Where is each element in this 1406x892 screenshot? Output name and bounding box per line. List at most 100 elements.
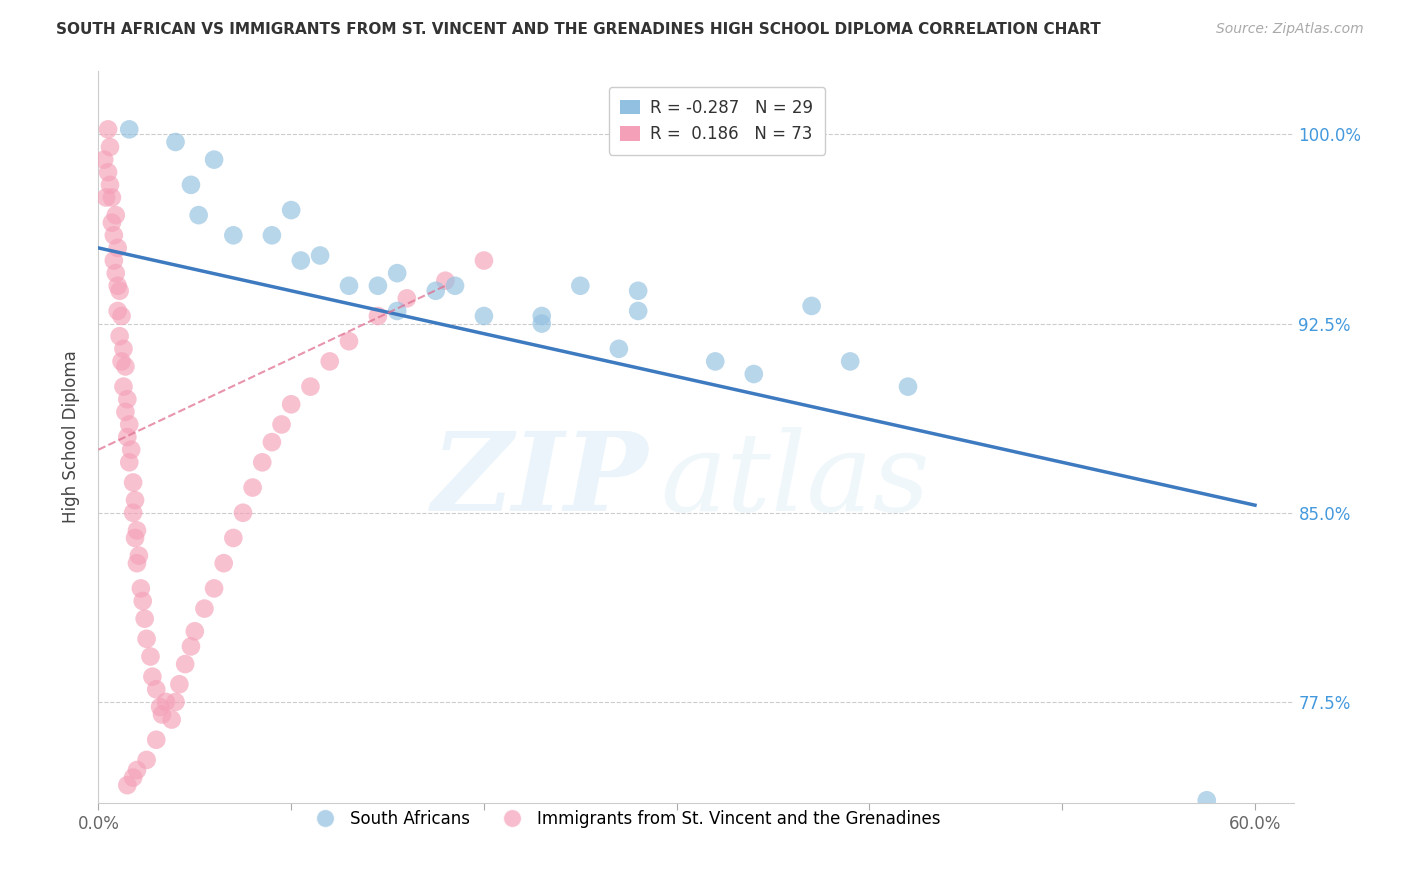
Point [108, 329, 131, 343]
Point [530, 309, 553, 323]
Point [145, 732, 167, 747]
Text: ZIP: ZIP [432, 427, 648, 534]
Point [114, 359, 136, 374]
Point [135, 753, 157, 767]
Point [260, 435, 283, 450]
Point [122, 506, 145, 520]
Point [114, 405, 136, 419]
Point [110, 309, 132, 323]
Point [385, 304, 409, 318]
Point [110, 354, 132, 368]
Point [101, 190, 124, 204]
Point [319, 354, 342, 368]
Point [98, 178, 121, 192]
Point [242, 481, 264, 495]
Point [704, 354, 727, 368]
Point [337, 278, 360, 293]
Point [165, 135, 187, 149]
Point [337, 334, 360, 349]
Point [202, 153, 225, 167]
Point [141, 670, 163, 684]
Point [135, 632, 157, 646]
Point [122, 475, 145, 490]
Point [169, 677, 191, 691]
Point [252, 455, 274, 469]
Point [149, 700, 172, 714]
Point [180, 178, 202, 192]
Point [222, 531, 245, 545]
Point [118, 122, 141, 136]
Point [97, 122, 120, 136]
Point [139, 649, 162, 664]
Point [193, 601, 215, 615]
Point [107, 241, 129, 255]
Point [108, 284, 131, 298]
Point [107, 278, 129, 293]
Point [118, 455, 141, 469]
Point [800, 299, 823, 313]
Point [280, 397, 302, 411]
Point [897, 379, 920, 393]
Point [93, 153, 115, 167]
Point [117, 430, 139, 444]
Point [742, 367, 765, 381]
Text: SOUTH AFRICAN VS IMMIGRANTS FROM ST. VINCENT AND THE GRENADINES HIGH SCHOOL DIPL: SOUTH AFRICAN VS IMMIGRANTS FROM ST. VIN… [56, 22, 1101, 37]
Point [444, 278, 467, 293]
Point [472, 309, 495, 323]
Point [98, 140, 121, 154]
Point [395, 291, 418, 305]
Point [290, 253, 312, 268]
Point [125, 524, 148, 538]
Point [299, 379, 322, 393]
Point [104, 208, 127, 222]
Point [134, 612, 156, 626]
Text: Source: ZipAtlas.com: Source: ZipAtlas.com [1216, 22, 1364, 37]
Point [367, 278, 389, 293]
Point [107, 304, 129, 318]
Point [125, 763, 148, 777]
Point [569, 278, 592, 293]
Point [180, 640, 202, 654]
Point [472, 253, 495, 268]
Point [187, 208, 209, 222]
Point [122, 771, 145, 785]
Point [112, 379, 135, 393]
Point [103, 228, 125, 243]
Point [155, 695, 177, 709]
Point [212, 556, 235, 570]
Point [530, 317, 553, 331]
Point [125, 556, 148, 570]
Point [1195, 793, 1218, 807]
Point [160, 713, 183, 727]
Point [94, 190, 117, 204]
Point [117, 778, 139, 792]
Point [150, 707, 173, 722]
Point [132, 594, 155, 608]
Point [97, 165, 120, 179]
Point [145, 682, 167, 697]
Point [425, 284, 447, 298]
Point [232, 506, 254, 520]
Point [165, 695, 187, 709]
Point [385, 266, 409, 280]
Point [309, 248, 332, 262]
Point [627, 304, 650, 318]
Point [118, 417, 141, 432]
Text: atlas: atlas [661, 427, 929, 534]
Point [124, 493, 146, 508]
Point [104, 266, 127, 280]
Point [112, 342, 135, 356]
Point [101, 216, 124, 230]
Y-axis label: High School Diploma: High School Diploma [62, 351, 80, 524]
Point [117, 392, 139, 407]
Legend: South Africans, Immigrants from St. Vincent and the Grenadines: South Africans, Immigrants from St. Vinc… [302, 804, 946, 835]
Point [260, 228, 283, 243]
Point [124, 531, 146, 545]
Point [367, 309, 389, 323]
Point [128, 549, 150, 563]
Point [103, 253, 125, 268]
Point [280, 203, 302, 218]
Point [222, 228, 245, 243]
Point [174, 657, 197, 671]
Point [120, 442, 142, 457]
